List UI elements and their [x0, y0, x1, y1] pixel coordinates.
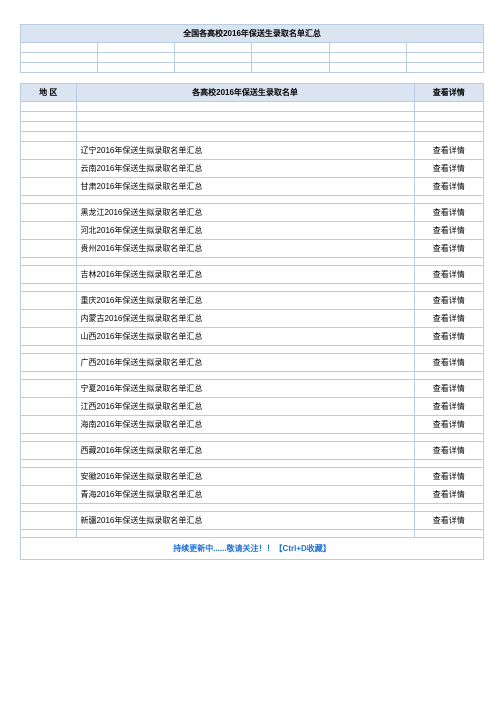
cell-list[interactable]: 甘肃2016年保送生拟录取名单汇总 — [76, 178, 414, 196]
table-row: 黑龙江2016保送生拟录取名单汇总查看详情 — [21, 204, 484, 222]
table-row: 重庆2016年保送生拟录取名单汇总查看详情 — [21, 292, 484, 310]
cell-detail-link[interactable]: 查看详情 — [414, 468, 483, 486]
table-row: 云南2016年保送生拟录取名单汇总查看详情 — [21, 160, 484, 178]
cell-region — [21, 398, 77, 416]
main-table: 地 区 各高校2016年保送生录取名单 查看详情 辽宁2016年保送生拟录取名单… — [20, 83, 484, 560]
cell-list[interactable]: 河北2016年保送生拟录取名单汇总 — [76, 222, 414, 240]
cell-list[interactable]: 云南2016年保送生拟录取名单汇总 — [76, 160, 414, 178]
cell-list[interactable]: 黑龙江2016保送生拟录取名单汇总 — [76, 204, 414, 222]
cell-region — [21, 416, 77, 434]
cell-detail-link[interactable]: 查看详情 — [414, 222, 483, 240]
cell-region — [21, 512, 77, 530]
cell-list[interactable]: 安徽2016年保送生拟录取名单汇总 — [76, 468, 414, 486]
cell-region — [21, 292, 77, 310]
table-row: 贵州2016年保送生拟录取名单汇总查看详情 — [21, 240, 484, 258]
cell-list[interactable]: 贵州2016年保送生拟录取名单汇总 — [76, 240, 414, 258]
table-row: 吉林2016年保送生拟录取名单汇总查看详情 — [21, 266, 484, 284]
cell-list[interactable]: 海南2016年保送生拟录取名单汇总 — [76, 416, 414, 434]
table-row: 辽宁2016年保送生拟录取名单汇总查看详情 — [21, 142, 484, 160]
table-row: 河北2016年保送生拟录取名单汇总查看详情 — [21, 222, 484, 240]
cell-list[interactable]: 山西2016年保送生拟录取名单汇总 — [76, 328, 414, 346]
table-row: 宁夏2016年保送生拟录取名单汇总查看详情 — [21, 380, 484, 398]
cell-detail-link[interactable]: 查看详情 — [414, 442, 483, 460]
cell-region — [21, 266, 77, 284]
cell-detail-link[interactable]: 查看详情 — [414, 486, 483, 504]
cell-region — [21, 178, 77, 196]
cell-region — [21, 442, 77, 460]
cell-detail-link[interactable]: 查看详情 — [414, 310, 483, 328]
cell-region — [21, 142, 77, 160]
table-row: 江西2016年保送生拟录取名单汇总查看详情 — [21, 398, 484, 416]
cell-detail-link[interactable]: 查看详情 — [414, 178, 483, 196]
table-row: 甘肃2016年保送生拟录取名单汇总查看详情 — [21, 178, 484, 196]
col-header-list: 各高校2016年保送生录取名单 — [76, 84, 414, 102]
cell-region — [21, 204, 77, 222]
cell-region — [21, 328, 77, 346]
cell-detail-link[interactable]: 查看详情 — [414, 266, 483, 284]
cell-list[interactable]: 吉林2016年保送生拟录取名单汇总 — [76, 266, 414, 284]
table-header-row: 地 区 各高校2016年保送生录取名单 查看详情 — [21, 84, 484, 102]
cell-detail-link[interactable]: 查看详情 — [414, 354, 483, 372]
table-row: 山西2016年保送生拟录取名单汇总查看详情 — [21, 328, 484, 346]
cell-detail-link[interactable]: 查看详情 — [414, 380, 483, 398]
cell-list[interactable]: 广西2016年保送生拟录取名单汇总 — [76, 354, 414, 372]
col-header-region: 地 区 — [21, 84, 77, 102]
cell-list[interactable]: 内蒙古2016保送生拟录取名单汇总 — [76, 310, 414, 328]
title-table: 全国各高校2016年保送生录取名单汇总 — [20, 24, 484, 73]
cell-list[interactable]: 青海2016年保送生拟录取名单汇总 — [76, 486, 414, 504]
cell-list[interactable]: 宁夏2016年保送生拟录取名单汇总 — [76, 380, 414, 398]
table-row: 青海2016年保送生拟录取名单汇总查看详情 — [21, 486, 484, 504]
table-row: 海南2016年保送生拟录取名单汇总查看详情 — [21, 416, 484, 434]
cell-detail-link[interactable]: 查看详情 — [414, 160, 483, 178]
table-row: 新疆2016年保送生拟录取名单汇总查看详情 — [21, 512, 484, 530]
cell-detail-link[interactable]: 查看详情 — [414, 398, 483, 416]
cell-region — [21, 468, 77, 486]
table-row: 安徽2016年保送生拟录取名单汇总查看详情 — [21, 468, 484, 486]
cell-detail-link[interactable]: 查看详情 — [414, 328, 483, 346]
cell-detail-link[interactable]: 查看详情 — [414, 292, 483, 310]
cell-list[interactable]: 西藏2016年保送生拟录取名单汇总 — [76, 442, 414, 460]
cell-region — [21, 380, 77, 398]
cell-region — [21, 160, 77, 178]
col-header-detail: 查看详情 — [414, 84, 483, 102]
cell-region — [21, 354, 77, 372]
cell-region — [21, 222, 77, 240]
page-title: 全国各高校2016年保送生录取名单汇总 — [21, 25, 484, 43]
table-row: 内蒙古2016保送生拟录取名单汇总查看详情 — [21, 310, 484, 328]
cell-list[interactable]: 江西2016年保送生拟录取名单汇总 — [76, 398, 414, 416]
cell-detail-link[interactable]: 查看详情 — [414, 142, 483, 160]
footer-text: 持续更新中......敬请关注！！【Ctrl+D收藏】 — [21, 538, 484, 560]
cell-detail-link[interactable]: 查看详情 — [414, 204, 483, 222]
cell-region — [21, 486, 77, 504]
cell-list[interactable]: 重庆2016年保送生拟录取名单汇总 — [76, 292, 414, 310]
cell-list[interactable]: 辽宁2016年保送生拟录取名单汇总 — [76, 142, 414, 160]
cell-region — [21, 310, 77, 328]
cell-detail-link[interactable]: 查看详情 — [414, 512, 483, 530]
cell-detail-link[interactable]: 查看详情 — [414, 240, 483, 258]
table-row: 西藏2016年保送生拟录取名单汇总查看详情 — [21, 442, 484, 460]
cell-detail-link[interactable]: 查看详情 — [414, 416, 483, 434]
cell-list[interactable]: 新疆2016年保送生拟录取名单汇总 — [76, 512, 414, 530]
cell-region — [21, 240, 77, 258]
table-row: 广西2016年保送生拟录取名单汇总查看详情 — [21, 354, 484, 372]
